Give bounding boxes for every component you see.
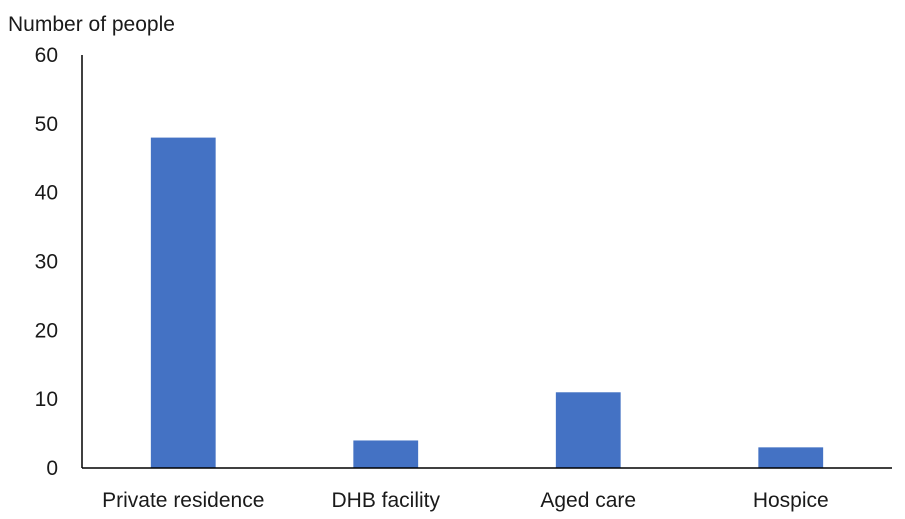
x-category-label: DHB facility — [331, 489, 440, 512]
y-tick-label: 40 — [35, 182, 58, 205]
bars-group — [150, 137, 824, 468]
y-tick-label: 0 — [46, 457, 58, 480]
x-category-label: Aged care — [540, 489, 636, 512]
x-axis-labels: Private residence DHB facility Aged care Ho… — [102, 489, 829, 512]
x-category-label: Hospice — [753, 489, 829, 512]
y-tick-label: 50 — [35, 113, 58, 136]
y-axis-title: Number of people — [8, 13, 175, 36]
bar-aged-care — [555, 392, 621, 468]
y-tick-label: 10 — [35, 388, 58, 411]
y-tick-label: 60 — [35, 44, 58, 67]
x-category-label: Private residence — [102, 489, 264, 512]
bar-private-residence — [150, 137, 216, 468]
y-axis-ticks: 0 10 20 30 40 50 60 — [35, 44, 58, 480]
y-tick-label: 30 — [35, 251, 58, 274]
bar-hospice — [758, 447, 824, 468]
y-tick-label: 20 — [35, 319, 58, 342]
bar-dhb-facility — [353, 440, 419, 468]
